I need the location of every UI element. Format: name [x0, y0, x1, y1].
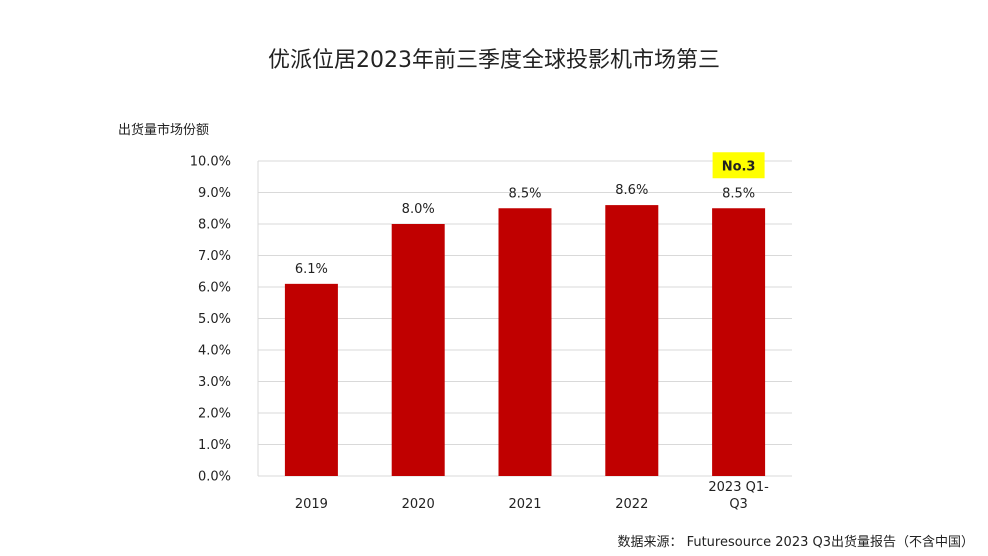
y-axis-label: 出货量市场份额: [118, 123, 210, 138]
y-tick-label: 10.0%: [190, 155, 231, 170]
y-tick-label: 1.0%: [198, 438, 231, 453]
bar: [391, 224, 445, 476]
y-tick-label: 5.0%: [198, 312, 231, 327]
bar: [498, 208, 552, 476]
y-tick-label: 0.0%: [198, 470, 231, 485]
y-tick-label: 4.0%: [198, 344, 231, 359]
no3-badge-text: No.3: [722, 159, 756, 174]
y-tick-label: 9.0%: [198, 186, 231, 201]
source-note: 数据来源： Futuresource 2023 Q3出货量报告（不含中国）: [617, 535, 974, 550]
bar: [284, 283, 338, 476]
category-label: 2019: [295, 497, 328, 512]
bar: [712, 208, 766, 476]
bar: [605, 205, 659, 476]
data-label: 6.1%: [295, 262, 328, 277]
data-label: 8.5%: [722, 186, 755, 201]
category-label: 2023 Q1-Q3: [708, 480, 769, 512]
data-label: 8.5%: [508, 186, 541, 201]
category-label: 2022: [615, 497, 648, 512]
y-tick-label: 8.0%: [198, 218, 231, 233]
category-label: 2020: [402, 497, 435, 512]
category-label: 2021: [508, 497, 541, 512]
no3-badge: [712, 152, 765, 179]
y-tick-label: 7.0%: [198, 249, 231, 264]
chart-title: 优派位居2023年前三季度全球投影机市场第三: [268, 48, 720, 73]
data-label: 8.6%: [615, 183, 648, 198]
y-tick-label: 2.0%: [198, 407, 231, 422]
y-tick-label: 6.0%: [198, 281, 231, 296]
y-tick-label: 3.0%: [198, 375, 231, 390]
data-label: 8.0%: [402, 202, 435, 217]
